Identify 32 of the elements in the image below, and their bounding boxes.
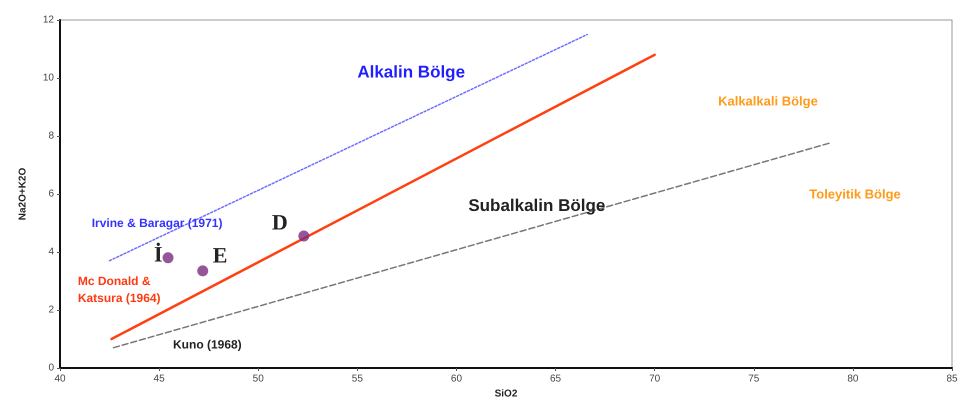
x-tick-label: 80 xyxy=(847,374,859,384)
x-tick-label: 50 xyxy=(252,374,264,384)
x-tick-label: 75 xyxy=(748,374,760,384)
y-tick-label: 2 xyxy=(48,304,54,316)
annotation: İ xyxy=(154,241,163,266)
annotation: Alkalin Bölge xyxy=(357,62,466,82)
x-tick-label: 45 xyxy=(154,374,166,384)
y-tick-label: 6 xyxy=(48,188,54,200)
y-tick-label: 4 xyxy=(48,246,54,258)
annotation: Kalkalkali Bölge xyxy=(718,94,818,109)
y-axis-title: Na2O+K2O xyxy=(18,168,28,220)
series-label: Kuno (1968) xyxy=(172,338,242,352)
point xyxy=(298,230,310,242)
x-tick-label: 65 xyxy=(550,374,562,384)
x-tick-label: 60 xyxy=(450,374,462,384)
y-tick-label: 8 xyxy=(48,130,54,142)
point xyxy=(162,252,174,264)
x-tick-label: 85 xyxy=(946,374,958,384)
series-label: Mc Donald & Katsura (1964) xyxy=(78,274,161,305)
series-label: Irvine & Baragar (1971) xyxy=(92,216,222,230)
annotation: Subalkalin Bölge xyxy=(468,196,606,216)
x-tick-label: 55 xyxy=(352,374,364,384)
y-tick-label: 0 xyxy=(48,362,54,374)
y-tick-label: 10 xyxy=(42,72,54,84)
point xyxy=(197,265,208,276)
annotation: D xyxy=(272,210,288,235)
x-tick-label: 40 xyxy=(54,374,66,384)
annotation: Toleyitik Bölge xyxy=(809,186,901,202)
x-axis-title: SiO2 xyxy=(494,388,518,400)
y-tick-label: 12 xyxy=(42,14,54,26)
x-tick-label: 70 xyxy=(649,374,661,384)
annotation: E xyxy=(212,242,228,268)
